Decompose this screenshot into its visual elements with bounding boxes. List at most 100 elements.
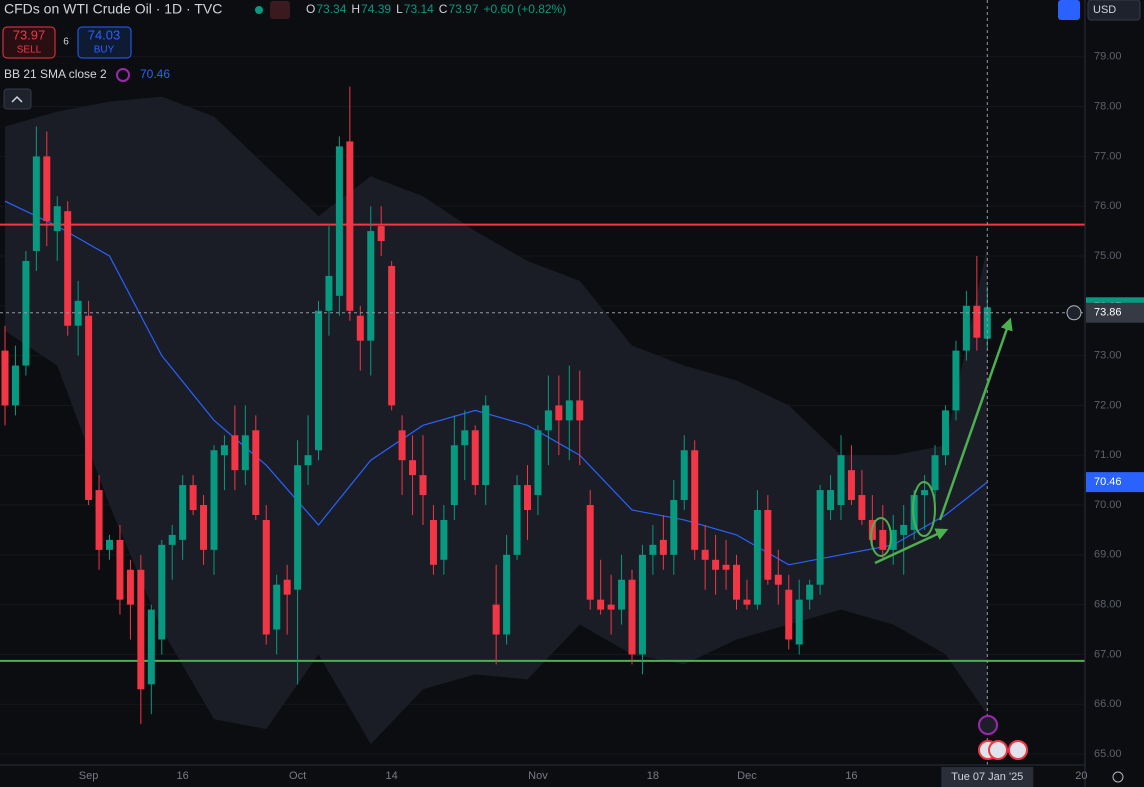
candle-body [471, 430, 479, 486]
indicator-icon[interactable] [116, 68, 130, 82]
collapse-button[interactable] [3, 88, 32, 110]
candle-body [189, 485, 197, 510]
candle-body [649, 544, 657, 555]
quote-change: +0.60 (+0.82%) [484, 2, 567, 16]
candle-body [158, 544, 166, 640]
candle-body [398, 430, 406, 461]
plot-area [0, 0, 1085, 765]
y-tick-label: 77.00 [1094, 150, 1122, 162]
spread: 6 [63, 37, 69, 48]
event-flag[interactable] [1008, 740, 1028, 760]
candle-body [774, 574, 782, 585]
layout-button[interactable] [1058, 0, 1080, 20]
candle-body [262, 519, 270, 635]
candle-body [827, 490, 835, 510]
candle-body [973, 305, 981, 338]
candle-body [900, 524, 908, 535]
candle-body [659, 539, 667, 555]
y-tick-label: 79.00 [1094, 51, 1122, 63]
x-tick-label: Nov [528, 770, 548, 782]
candle-body [32, 156, 40, 252]
x-tick-label: 20 [1075, 770, 1087, 782]
y-tick-label: 75.00 [1094, 250, 1122, 262]
candle-body [252, 430, 260, 515]
candle-body [116, 539, 124, 600]
candle-body [544, 410, 552, 431]
candle-body [743, 599, 751, 605]
candle-body [722, 564, 730, 570]
candle-body [367, 231, 375, 341]
indicator-value: 70.46 [140, 67, 170, 81]
quote-value: 74.39 [361, 2, 391, 16]
candle-body [879, 529, 887, 550]
crosshair-price-box [1086, 302, 1144, 323]
settings-button[interactable] [1112, 771, 1124, 783]
candle-body [388, 265, 396, 406]
candle-body [440, 519, 448, 560]
annotation-circle [870, 517, 892, 557]
sell-label: SELL [17, 45, 42, 56]
candle-body [85, 315, 93, 501]
candle-body [524, 485, 531, 510]
candle-body [931, 455, 939, 491]
candle-body [241, 435, 249, 471]
candle-body [806, 584, 814, 600]
candle-body [785, 589, 793, 640]
candle-body [618, 579, 626, 610]
buy-button[interactable] [77, 26, 132, 59]
candle-body [409, 460, 417, 476]
candle-body [628, 579, 636, 655]
candle-body [691, 450, 699, 550]
candle-body [220, 445, 228, 456]
candle-body [555, 405, 563, 421]
bb-price: 70.46 [1094, 476, 1122, 488]
y-tick-label: 72.00 [1094, 399, 1122, 411]
y-tick-label: 71.00 [1094, 449, 1122, 461]
candle-body [858, 495, 866, 520]
candle-body [106, 539, 113, 550]
candle-body [837, 455, 845, 506]
indicator-name: BB 21 SMA close 2 [4, 67, 107, 81]
candle-body [335, 146, 343, 296]
candle-body [607, 604, 615, 610]
currency-button[interactable] [1087, 0, 1141, 21]
candle-body [921, 490, 929, 496]
y-tick-label: 68.00 [1094, 599, 1122, 611]
candle-body [492, 604, 500, 635]
y-tick-label: 76.00 [1094, 200, 1122, 212]
candle-body [43, 156, 51, 222]
quote-key: L [396, 2, 403, 16]
event-flag[interactable] [988, 740, 1008, 760]
candle-body [325, 275, 333, 311]
x-tick-label: Sep [79, 770, 99, 782]
buy-label: BUY [94, 45, 115, 56]
candle-body [283, 579, 291, 595]
sell-button[interactable] [2, 26, 56, 59]
candle-body [304, 455, 312, 466]
x-tick-label: 16 [845, 770, 857, 782]
candle-body [576, 400, 584, 421]
candle-body [503, 554, 511, 635]
quote-key: O [306, 2, 315, 16]
candle-body [962, 305, 970, 351]
candle-body [670, 500, 678, 555]
x-tick-label: 16 [177, 770, 189, 782]
x-tick-label: Oct [289, 770, 306, 782]
quote-value: 73.34 [316, 2, 346, 16]
candle-body [733, 564, 740, 600]
quote-value: 73.97 [448, 2, 478, 16]
collapse-icon [11, 95, 23, 103]
crosshair-add [1066, 305, 1082, 321]
candle-body [942, 410, 949, 456]
y-tick-label: 65.00 [1094, 748, 1122, 760]
annotation-arrow [874, 528, 949, 565]
candle-body [889, 529, 897, 550]
x-tick-label: 18 [647, 770, 659, 782]
candle-body [712, 559, 720, 570]
bb-band [5, 96, 988, 745]
event-icon[interactable] [978, 715, 998, 735]
candle-body [983, 307, 991, 339]
candle-body [346, 141, 354, 311]
annotation-circle [912, 481, 936, 537]
candle-body [638, 554, 646, 655]
